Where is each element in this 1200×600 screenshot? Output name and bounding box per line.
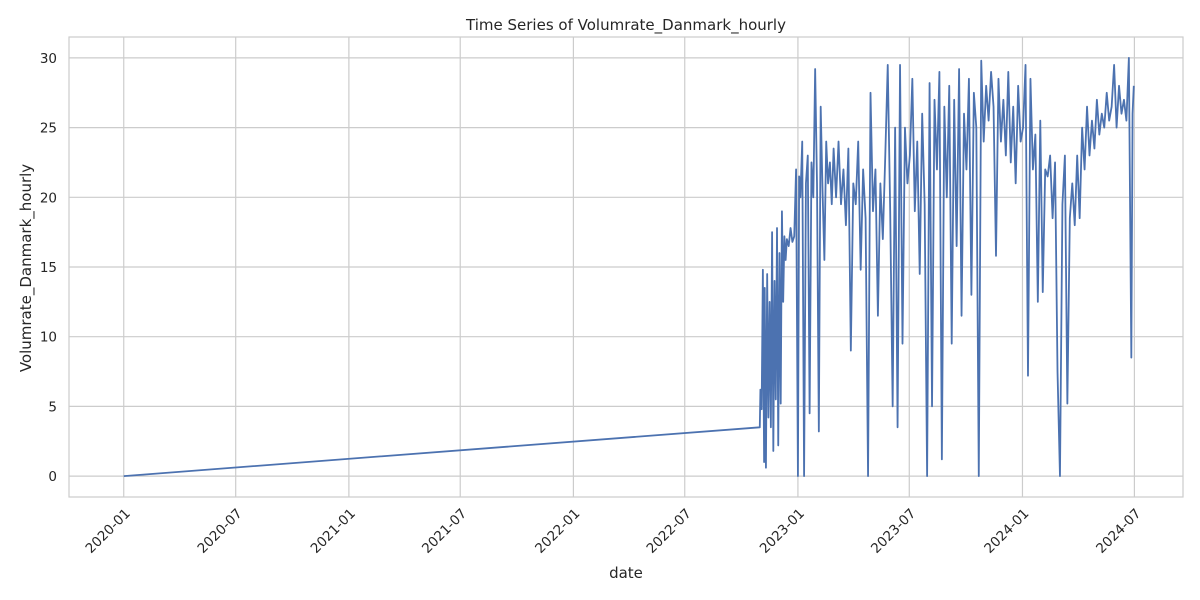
x-axis-label: date — [609, 564, 643, 582]
grid — [69, 37, 1183, 497]
y-axis-label: Volumrate_Danmark_hourly — [17, 164, 36, 372]
plot-frame — [68, 36, 1184, 498]
chart-title: Time Series of Volumrate_Danmark_hourly — [465, 16, 786, 35]
y-tick-label: 20 — [40, 190, 57, 206]
y-tick-label: 0 — [48, 469, 57, 485]
series-group — [123, 57, 1135, 477]
y-tick-label: 10 — [40, 330, 57, 346]
y-tick-label: 5 — [48, 399, 57, 415]
series-line — [123, 57, 1135, 477]
y-tick-label: 25 — [40, 121, 57, 137]
y-tick-label: 15 — [40, 260, 57, 276]
y-tick-labels: 0 5 10 15 20 25 30 — [40, 51, 57, 485]
y-tick-label: 30 — [40, 51, 57, 67]
